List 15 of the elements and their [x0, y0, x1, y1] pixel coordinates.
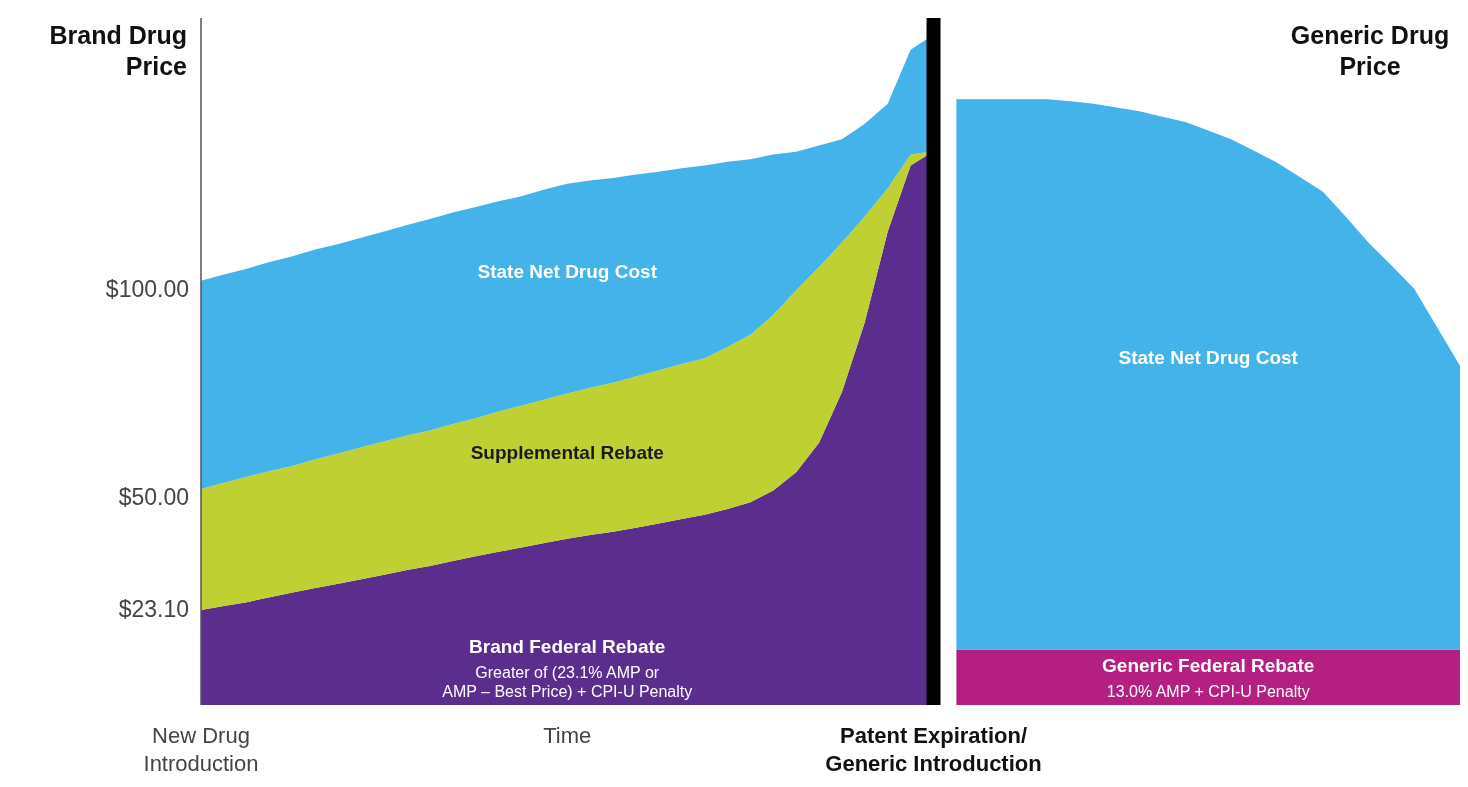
series-label: State Net Drug Cost — [1118, 347, 1299, 369]
y-tick-label: $100.00 — [105, 275, 189, 302]
y-tick-label: $23.10 — [118, 595, 189, 622]
x-tick-label: Patent Expiration/ Generic Introduction — [825, 723, 1042, 776]
series-label: Generic Federal Rebate — [1102, 655, 1315, 676]
series-label: State Net Drug Cost — [477, 261, 658, 283]
annotation: 13.0% AMP + CPI-U Penalty — [1106, 683, 1310, 700]
x-tick-label: New Drug Introduction — [143, 723, 259, 776]
x-tick-label: Time — [543, 723, 592, 748]
series-label: Supplemental Rebate — [470, 441, 664, 463]
y2-axis-title: Generic Drug Price — [1290, 21, 1450, 80]
annotation: Greater of (23.1% AMP or AMP – Best Price) + CPI-U Penalty — [442, 664, 693, 700]
y-tick-label: $50.00 — [118, 483, 189, 510]
series-label: Brand Federal Rebate — [469, 636, 666, 657]
y-axis-title: Brand Drug Price — [49, 21, 188, 80]
